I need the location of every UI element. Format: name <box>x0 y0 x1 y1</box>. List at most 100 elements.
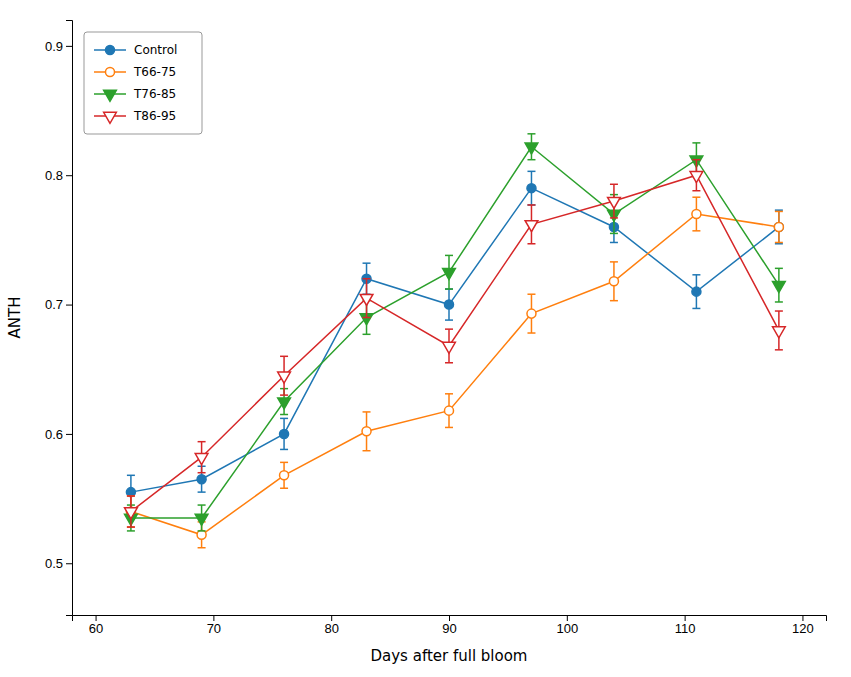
point-marker <box>444 300 453 309</box>
series <box>126 197 783 548</box>
plot-area: 60 70 80 90 100 110 120 0.5 0.6 0.7 0.8 0.9 Control T… <box>45 21 827 637</box>
x-tick: 60 <box>89 615 103 636</box>
point-marker <box>692 287 701 296</box>
point-marker <box>527 309 536 318</box>
series <box>125 160 786 527</box>
point-marker <box>278 398 291 409</box>
point-marker <box>774 222 783 231</box>
y-tick: 0.6 <box>45 427 72 442</box>
y-tick: 0.9 <box>45 39 72 54</box>
y-tick-label: 0.5 <box>45 556 63 571</box>
error-bar-cap <box>527 159 535 161</box>
error-bar-cap <box>610 233 618 235</box>
error-bar <box>692 275 700 309</box>
legend-item: T86-95 <box>94 109 176 123</box>
error-bar-cap <box>692 308 700 310</box>
error-bar-cap <box>280 414 288 416</box>
error-bar-cap <box>692 230 700 232</box>
error-bar <box>692 197 700 231</box>
x-tick: 70 <box>207 615 221 636</box>
point-marker <box>692 210 701 219</box>
error-bar-cap <box>527 171 535 173</box>
error-bar-cap <box>775 310 783 312</box>
y-tick: 0.7 <box>45 297 72 312</box>
error-bar <box>527 294 535 333</box>
error-bar-cap <box>363 334 371 336</box>
error-bar-cap <box>198 491 206 493</box>
error-bar-cap <box>363 450 371 452</box>
series-line <box>131 188 779 492</box>
error-bar-cap <box>198 441 206 443</box>
point-marker <box>360 294 373 305</box>
legend-symbol <box>104 112 117 123</box>
error-bar-cap <box>127 526 135 528</box>
x-tick: 80 <box>324 615 338 636</box>
legend-item: T76-85 <box>94 87 176 101</box>
error-bar <box>775 211 783 242</box>
x-axis-title: Days after full bloom <box>370 647 527 665</box>
error-bar-cap <box>692 142 700 144</box>
y-axis: 0.5 0.6 0.7 0.8 0.9 <box>45 21 73 616</box>
error-bar <box>363 412 371 451</box>
point-marker <box>280 429 289 438</box>
x-tick-label: 110 <box>675 621 696 636</box>
error-bar-cap <box>445 288 453 290</box>
point-marker <box>690 172 703 183</box>
error-bar-cap <box>280 487 288 489</box>
error-bar-cap <box>280 394 288 396</box>
error-bar-cap <box>527 133 535 135</box>
point-marker <box>609 277 618 286</box>
legend-box <box>84 32 202 134</box>
x-tick-label: 90 <box>442 621 456 636</box>
y-tick-mark <box>66 175 72 176</box>
y-tick-label: 0.8 <box>45 168 63 183</box>
x-tick-mark <box>96 615 97 621</box>
x-axis: 60 70 80 90 100 110 120 <box>73 615 827 636</box>
y-tick-mark <box>66 305 72 306</box>
chart: 60 70 80 90 100 110 120 0.5 0.6 0.7 0.8 0.9 Control T… <box>0 0 851 677</box>
error-bar <box>445 394 453 428</box>
marks <box>125 134 786 548</box>
point-marker <box>774 222 783 231</box>
x-tick-mark <box>567 615 568 621</box>
error-bar-cap <box>127 495 135 497</box>
legend-label: T86-95 <box>133 109 176 123</box>
x-tick-label: 120 <box>792 621 814 636</box>
error-bar-cap <box>445 319 453 321</box>
point-marker <box>608 197 621 208</box>
error-bar-cap <box>445 362 453 364</box>
x-tick-label: 100 <box>556 621 578 636</box>
point-marker <box>444 406 453 415</box>
error-bar-cap <box>445 328 453 330</box>
error-bar <box>610 262 618 301</box>
point-marker <box>773 327 786 338</box>
point-marker <box>525 221 538 232</box>
error-bar-cap <box>527 204 535 206</box>
error-bar-cap <box>445 427 453 429</box>
error-bar-cap <box>610 217 618 219</box>
point-marker <box>362 427 371 436</box>
error-bar <box>527 171 535 205</box>
y-tick-label: 0.6 <box>45 427 63 442</box>
error-bar-cap <box>775 243 783 245</box>
error-bar-cap <box>610 242 618 244</box>
error-bar-cap <box>775 209 783 211</box>
error-bar-cap <box>775 242 783 244</box>
x-tick: 90 <box>442 615 456 636</box>
error-bar-cap <box>775 268 783 270</box>
error-bar-cap <box>280 449 288 451</box>
legend-item: Control <box>94 43 177 57</box>
error-bar-cap <box>527 293 535 295</box>
series-line <box>131 147 779 518</box>
error-bar-cap <box>280 462 288 464</box>
error-bar-cap <box>527 332 535 334</box>
error-bar-cap <box>198 530 206 532</box>
legend-label: T66-75 <box>133 65 176 79</box>
y-tick-label: 0.9 <box>45 39 63 54</box>
error-bar <box>445 289 453 320</box>
point-marker <box>443 269 456 280</box>
error-bar-cap <box>610 184 618 186</box>
point-marker <box>125 508 138 519</box>
error-bar-cap <box>127 530 135 532</box>
error-bar-cap <box>363 262 371 264</box>
